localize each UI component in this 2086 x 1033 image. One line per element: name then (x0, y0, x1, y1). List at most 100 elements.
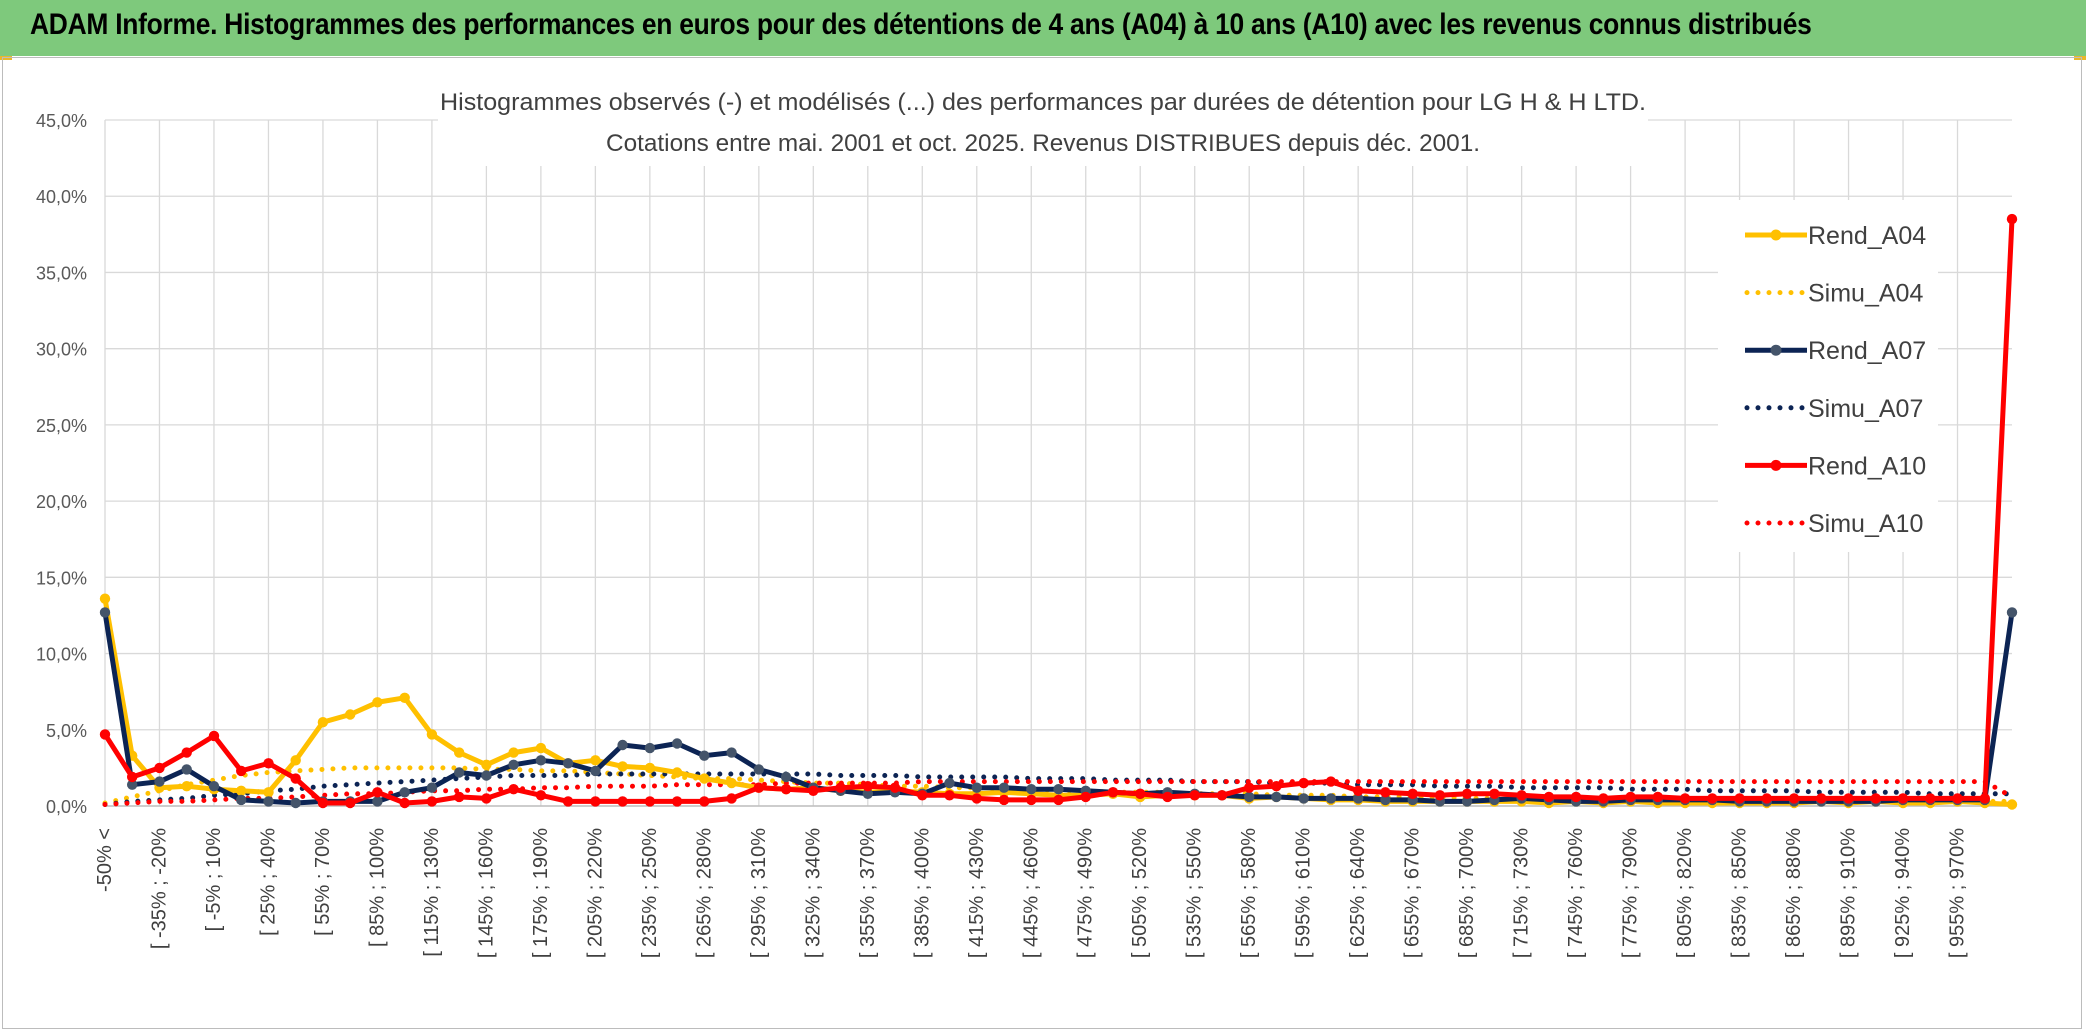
data-point-rend-a04 (290, 755, 301, 766)
data-point-rend-a10 (1053, 794, 1064, 806)
legend-marker (1770, 459, 1782, 471)
data-point-rend-a10 (1816, 793, 1827, 804)
x-tick-label: [ -35% ; -20% (148, 828, 170, 949)
data-point-rend-a04 (181, 781, 192, 792)
data-point-rend-a04 (590, 755, 601, 766)
legend: Rend_A04 Simu_A04 Rend_A07 Simu_A07 Rend_A10… (1718, 200, 1938, 552)
data-point-rend-a10 (1788, 793, 1800, 804)
data-point-rend-a10 (1652, 791, 1664, 803)
x-tick-label: [ 85% ; 100% (366, 828, 388, 947)
data-point-rend-a10 (726, 793, 737, 804)
x-tick-label: [ 685% ; 700% (1456, 828, 1478, 958)
y-tick-label: 10,0% (36, 645, 87, 665)
x-tick-label: [ 385% ; 400% (911, 828, 933, 958)
x-tick-label: [ 955% ; 970% (1947, 828, 1969, 958)
data-point-rend-a04 (454, 747, 465, 758)
y-tick-label: 20,0% (36, 492, 87, 512)
data-point-rend-a10 (1843, 793, 1854, 804)
data-point-rend-a10 (862, 781, 873, 792)
y-tick-label: 5,0% (46, 721, 87, 741)
data-point-rend-a10 (1570, 791, 1582, 803)
data-point-rend-a07 (726, 747, 737, 758)
data-point-rend-a10 (1162, 791, 1173, 803)
legend-label: Simu_A07 (1808, 395, 1923, 423)
data-point-rend-a07 (372, 796, 383, 807)
data-point-rend-a07 (454, 767, 465, 778)
data-point-rend-a07 (1461, 796, 1473, 807)
x-tick-label: [ 235% ; 250% (639, 828, 661, 958)
data-point-rend-a10 (590, 796, 601, 807)
x-tick-label: [ 205% ; 220% (584, 828, 606, 958)
x-tick-label: [ 775% ; 790% (1620, 828, 1642, 958)
data-point-rend-a04 (644, 762, 656, 774)
data-point-rend-a07 (753, 764, 764, 775)
x-tick-label: [ 355% ; 370% (857, 828, 879, 958)
data-point-rend-a10 (236, 765, 247, 777)
data-point-rend-a10 (998, 794, 1010, 806)
x-tick-label: [ 55% ; 70% (312, 828, 334, 936)
x-tick-label: [ 835% ; 850% (1729, 828, 1751, 958)
data-point-rend-a10 (372, 787, 383, 798)
data-point-rend-a10 (671, 796, 683, 807)
chart-frame (2, 57, 2082, 1029)
data-point-rend-a10 (1979, 793, 1991, 804)
x-tick-label: [ 535% ; 550% (1184, 828, 1206, 958)
data-point-rend-a07 (699, 750, 710, 761)
data-point-rend-a07 (971, 782, 982, 793)
series-group (99, 213, 2018, 810)
data-point-rend-a07 (590, 765, 601, 777)
data-point-rend-a10 (1216, 790, 1228, 801)
data-point-rend-a10 (780, 784, 792, 795)
data-point-rend-a07 (236, 794, 247, 806)
legend-marker (1770, 229, 1782, 241)
data-point-rend-a07 (1053, 784, 1064, 795)
data-point-rend-a07 (862, 788, 873, 799)
data-point-rend-a04 (317, 717, 329, 728)
data-point-rend-a07 (780, 771, 792, 783)
data-point-rend-a07 (671, 738, 683, 749)
series-line-rend-a07 (102, 612, 2015, 806)
x-tick-label: [ 475% ; 490% (1075, 828, 1097, 958)
data-point-rend-a10 (1625, 791, 1636, 803)
data-point-rend-a07 (290, 797, 301, 809)
page-title: ADAM Informe. Histogrammes des performan… (30, 8, 1812, 41)
data-point-rend-a10 (290, 773, 301, 784)
data-point-rend-a10 (481, 793, 492, 804)
data-point-rend-a04 (508, 747, 519, 758)
data-point-rend-a10 (1353, 785, 1364, 796)
data-point-rend-a10 (1952, 793, 1963, 804)
data-point-rend-a10 (971, 793, 982, 804)
data-point-rend-a07 (426, 782, 438, 793)
data-point-rend-a10 (1679, 793, 1691, 804)
x-tick-label: [ 175% ; 190% (530, 828, 552, 958)
data-point-rend-a10 (99, 729, 111, 740)
data-point-rend-a10 (1761, 793, 1773, 804)
chart-subtitle: Cotations entre mai. 2001 et oct. 2025. … (606, 130, 1480, 157)
x-axis: -50% < [ -35% ; -20% [ -5% ; 10% [ 25% ; 40… (94, 805, 2012, 958)
data-point-rend-a07 (2006, 607, 2018, 618)
x-tick-label: [ 505% ; 520% (1129, 828, 1151, 958)
x-tick-label: [ 565% ; 580% (1238, 828, 1260, 958)
data-point-rend-a10 (1271, 781, 1282, 792)
data-point-rend-a10 (1598, 793, 1609, 804)
x-tick-label: [ 595% ; 610% (1293, 828, 1315, 958)
data-point-rend-a10 (699, 796, 710, 807)
y-axis: 0,0% 5,0% 10,0% 15,0% 20,0% 25,0% 30,0% 35,0% 40… (36, 111, 87, 817)
data-point-rend-a10 (644, 796, 656, 807)
data-point-rend-a07 (508, 759, 519, 770)
legend-label: Rend_A10 (1808, 452, 1926, 480)
data-point-rend-a07 (644, 742, 656, 754)
legend-label: Simu_A04 (1808, 280, 1923, 308)
data-point-rend-a10 (562, 796, 574, 807)
x-tick-label: [ 655% ; 670% (1402, 828, 1424, 958)
data-point-rend-a10 (1870, 793, 1882, 804)
data-point-rend-a10 (917, 790, 928, 801)
data-point-rend-a04 (481, 759, 492, 770)
data-point-rend-a10 (1325, 776, 1337, 787)
data-point-rend-a10 (753, 782, 764, 793)
data-point-rend-a04 (699, 773, 710, 784)
data-point-rend-a10 (889, 782, 901, 793)
data-point-rend-a10 (535, 790, 547, 801)
y-tick-label: 30,0% (36, 340, 87, 360)
x-tick-label: [ 115% ; 130% (421, 828, 443, 957)
